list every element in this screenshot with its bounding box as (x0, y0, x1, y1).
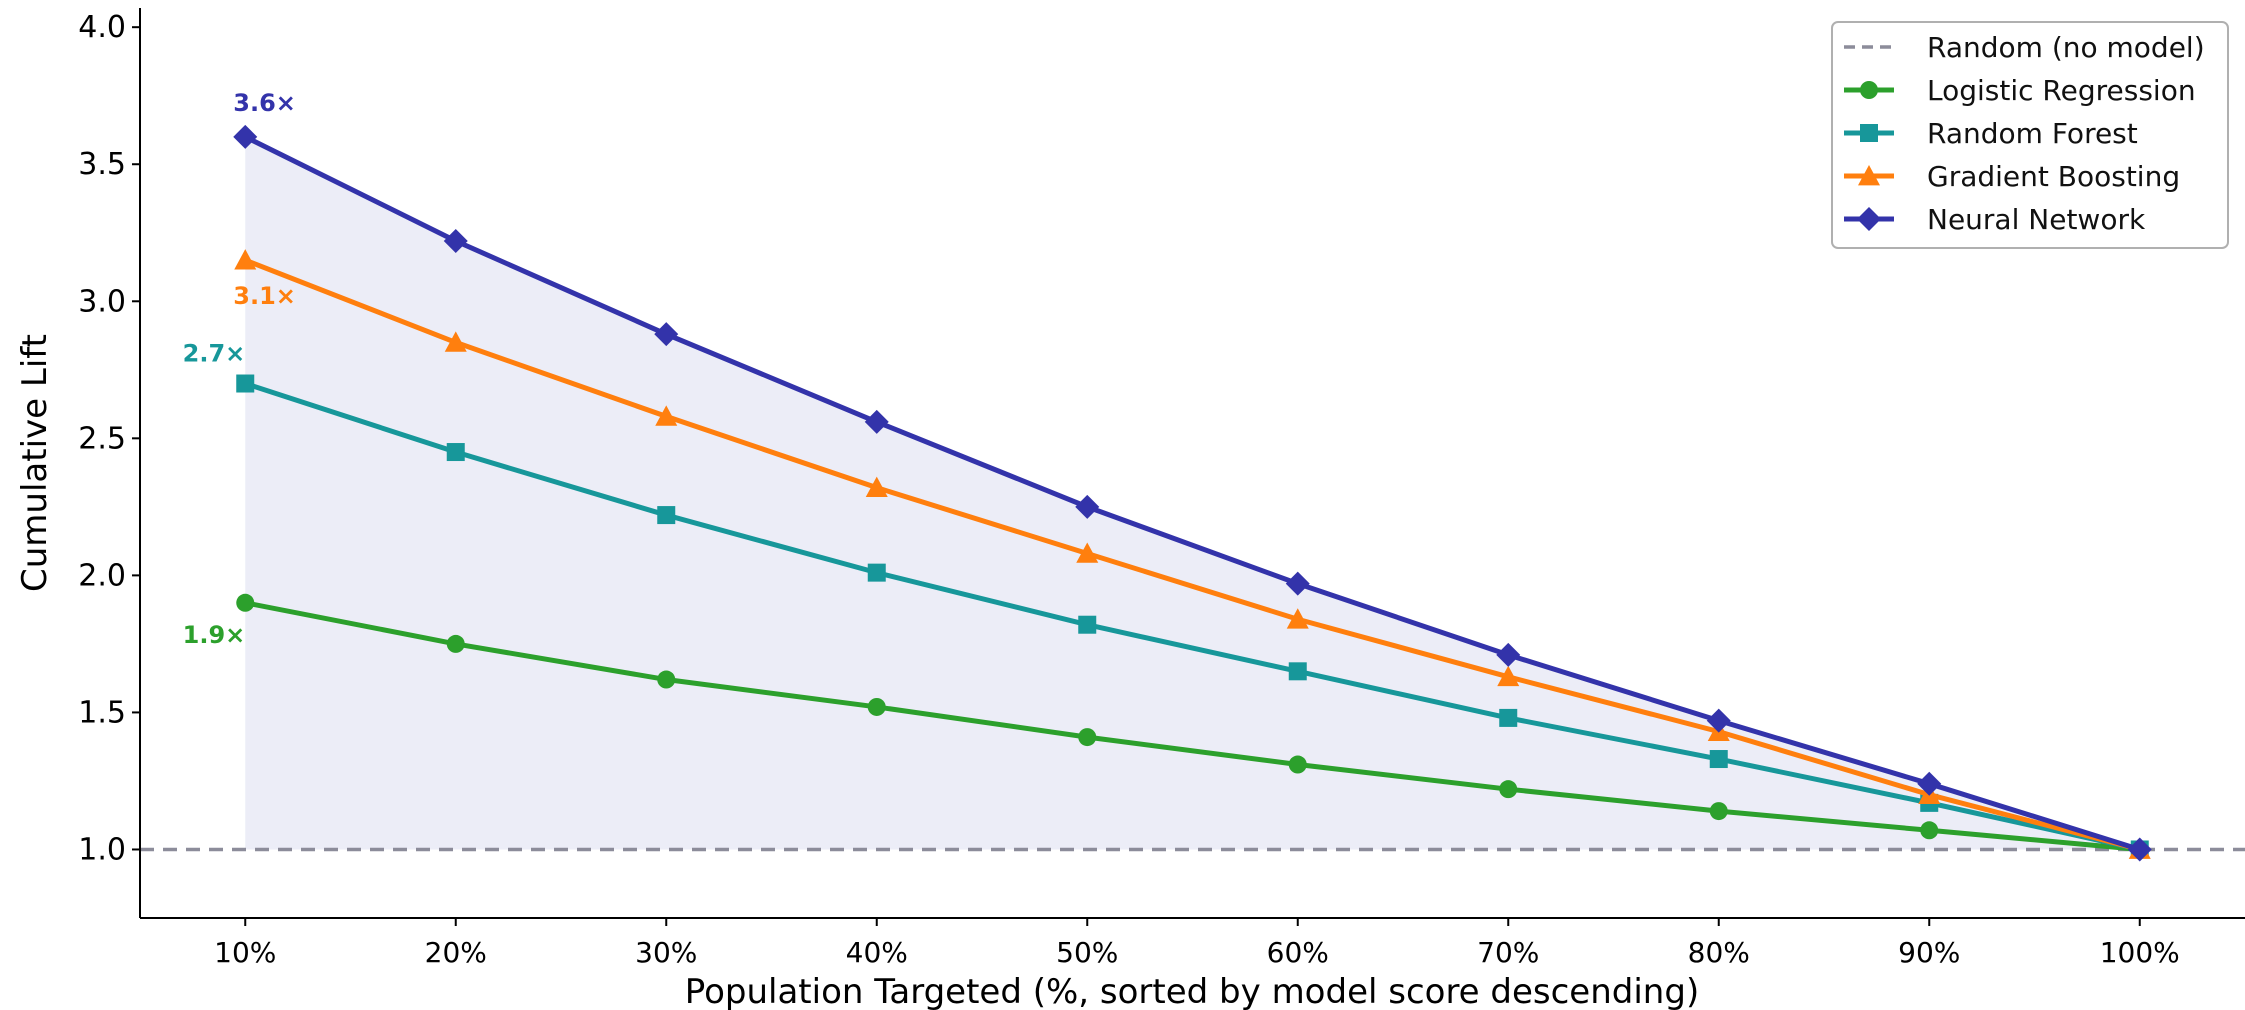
x-tick-label: 10% (214, 936, 276, 969)
legend: Random (no model) Logistic Regression Rand… (1831, 21, 2229, 249)
logistic-regression-point (867, 697, 886, 716)
gradient-boosting-point (444, 331, 467, 352)
legend-label: Gradient Boosting (1927, 160, 2180, 193)
gradient-boosting-point (1076, 542, 1099, 563)
x-tick-label: 90% (1898, 936, 1960, 969)
logistic-regression-point (446, 634, 465, 653)
neural-network-point (864, 409, 889, 434)
x-tick-label: 20% (425, 936, 487, 969)
neural-network-point (1917, 771, 1942, 796)
legend-label: Logistic Regression (1927, 74, 2196, 107)
logistic-regression-point (236, 593, 255, 612)
annotation-label: 2.7× (183, 340, 246, 368)
x-tick-label: 80% (1688, 936, 1750, 969)
x-axis-title: Population Targeted (%, sorted by model … (685, 972, 1699, 1010)
y-tick-label: 2.0 (78, 558, 126, 593)
random-forest-point (236, 374, 255, 393)
random-forest-point (657, 506, 676, 525)
y-tick-label: 2.5 (78, 421, 126, 456)
y-tick-label: 3.0 (78, 284, 126, 319)
random-forest-point (1709, 750, 1728, 769)
neural-network-point (654, 322, 679, 347)
lift-shaded-region (245, 136, 2140, 850)
x-tick-label: 60% (1267, 936, 1329, 969)
annotation-label: 1.9× (183, 621, 246, 649)
legend-swatch-marker (1860, 124, 1878, 142)
legend-swatch-marker (1857, 207, 1881, 231)
annotation-label: 3.1× (233, 282, 296, 310)
legend-entry-gradient-boosting: Gradient Boosting (1844, 160, 2180, 193)
logistic-regression-point (1709, 802, 1728, 821)
gradient-boosting-point (1286, 608, 1309, 629)
y-tick-label: 1.0 (78, 832, 126, 867)
random-forest-point (446, 443, 465, 462)
logistic-regression-line (244, 600, 2140, 852)
plot-area: 3.6× 3.1× 2.7× 1.9× (140, 89, 2245, 862)
neural-network-point (443, 228, 468, 253)
random-forest-point (1499, 708, 1518, 727)
legend-entry-neural-network: Neural Network (1844, 203, 2146, 236)
neural-network-series (233, 124, 2152, 862)
legend-entry-logistic-regression: Logistic Regression (1844, 74, 2196, 107)
x-tick-label: 70% (1477, 936, 1539, 969)
y-tick-label: 4.0 (78, 10, 126, 45)
neural-network-point (2127, 837, 2152, 862)
random-forest-point (867, 563, 886, 582)
legend-entry-random-no-model-: Random (no model) (1844, 31, 2205, 64)
gradient-boosting-point (234, 249, 257, 270)
x-tick-label: 30% (635, 936, 697, 969)
logistic-regression-series (236, 593, 2149, 859)
neural-network-point (1706, 708, 1731, 733)
gradient-boosting-point (1497, 665, 1520, 687)
y-axis-title: Cumulative Lift (15, 334, 55, 592)
neural-network-point (1075, 494, 1100, 519)
random-forest-point (1288, 662, 1307, 681)
logistic-regression-point (1499, 780, 1518, 799)
y-tick-label: 3.5 (78, 147, 126, 182)
legend-label: Random (no model) (1927, 31, 2205, 64)
random-forest-point (1078, 615, 1097, 634)
legend-label: Neural Network (1927, 203, 2146, 236)
gradient-boosting-line (244, 257, 2141, 852)
logistic-regression-point (657, 670, 676, 689)
gradient-boosting-point (865, 476, 888, 498)
legend-swatch-marker (1860, 81, 1878, 99)
neural-network-point (1496, 642, 1521, 667)
annotation-label: 3.6× (233, 89, 296, 117)
gradient-boosting-point (655, 405, 678, 426)
neural-network-line (244, 134, 2141, 852)
legend-box (1831, 21, 2229, 249)
legend-entry-random-forest: Random Forest (1844, 117, 2138, 150)
logistic-regression-point (1078, 728, 1097, 747)
legend-swatch-marker (1858, 165, 1880, 186)
logistic-regression-point (1288, 755, 1307, 774)
x-tick-label: 40% (846, 936, 908, 969)
y-tick-label: 1.5 (78, 695, 126, 730)
axes: 1.0 1.5 2.0 2.5 3.0 3.5 4.0 10% 20% 30% 40% 50% 60% 7… (78, 8, 2245, 969)
logistic-regression-point (1920, 821, 1939, 840)
x-tick-label: 100% (2100, 936, 2180, 969)
x-tick-label: 50% (1056, 936, 1118, 969)
neural-network-point (233, 124, 258, 149)
random-forest-line (244, 381, 2141, 852)
legend-label: Random Forest (1927, 117, 2138, 150)
neural-network-point (1285, 571, 1310, 596)
